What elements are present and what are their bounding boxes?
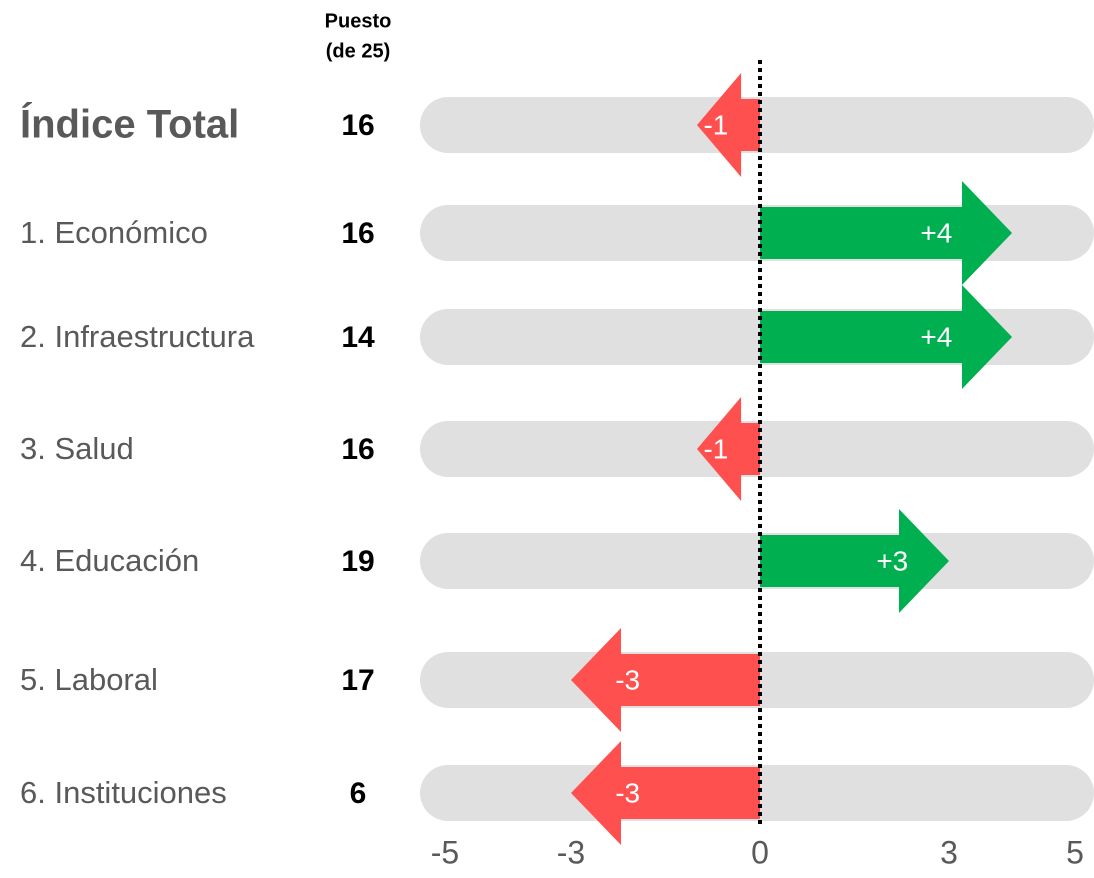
rank: 14: [341, 321, 375, 354]
category-label: 6. Instituciones: [20, 775, 227, 810]
rank: 19: [341, 545, 374, 578]
x-tick-label: -5: [431, 834, 459, 870]
category-label: 3. Salud: [20, 431, 134, 466]
x-tick-label: 0: [751, 834, 769, 870]
rank: 16: [341, 217, 374, 250]
arrow: [571, 741, 760, 845]
arrow: [697, 397, 760, 501]
value-label: +4: [920, 217, 952, 248]
arrow: [760, 181, 1012, 285]
x-tick-label: 5: [1066, 834, 1084, 870]
rank: 16: [341, 109, 374, 142]
category-label: 5. Laboral: [20, 662, 158, 697]
category-label: 1. Económico: [20, 215, 208, 250]
track: [420, 533, 1094, 589]
rank-header: Puesto: [325, 10, 392, 32]
value-label: -1: [703, 109, 728, 140]
arrow: [760, 285, 1012, 389]
value-label: -1: [703, 433, 728, 464]
value-label: +4: [920, 321, 952, 352]
x-tick-label: -3: [557, 834, 585, 870]
category-label: Índice Total: [20, 102, 239, 147]
rank: 16: [341, 433, 374, 466]
value-label: +3: [876, 545, 908, 576]
arrow: [697, 73, 760, 177]
x-tick-label: 3: [940, 834, 958, 870]
arrow: [571, 628, 760, 732]
rank-header: (de 25): [326, 40, 390, 62]
category-label: 2. Infraestructura: [20, 319, 255, 354]
rank: 6: [350, 777, 367, 810]
rank: 17: [341, 664, 374, 697]
value-label: -3: [615, 664, 640, 695]
category-label: 4. Educación: [20, 543, 199, 578]
value-label: -3: [615, 777, 640, 808]
arrow: [760, 509, 949, 613]
